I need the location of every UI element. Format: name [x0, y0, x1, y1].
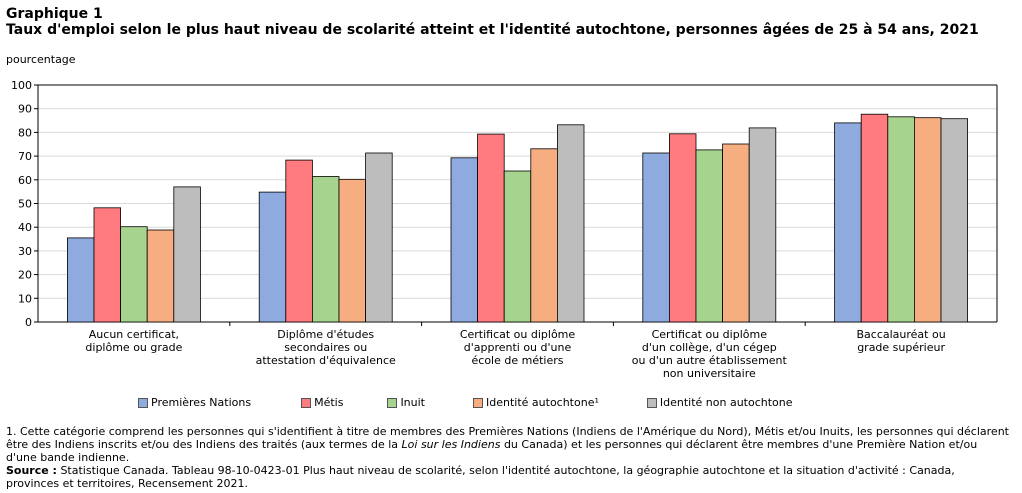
- chart-number: Graphique 1: [6, 6, 103, 22]
- bar: [173, 186, 201, 323]
- source-note: Source : Statistique Canada. Tableau 98-…: [6, 464, 955, 490]
- y-tick-label: 30: [18, 245, 32, 258]
- bar: [503, 170, 532, 323]
- bar: [530, 148, 558, 323]
- bar: [887, 116, 915, 323]
- legend-swatch: [301, 397, 312, 408]
- bar: [477, 133, 505, 323]
- legend-label: Identité non autochtone: [659, 396, 793, 409]
- legend-swatch: [473, 397, 483, 408]
- bar: [120, 226, 148, 323]
- bar: [940, 118, 969, 323]
- bar: [93, 207, 122, 323]
- bar: [67, 237, 95, 323]
- y-tick-label: 60: [18, 174, 32, 187]
- legend-label: Identité autochtone¹: [486, 396, 599, 409]
- legend: Premières Nations Métis Inuit Identité auto…: [138, 396, 793, 409]
- bar: [860, 113, 889, 323]
- legend-label: Premières Nations: [151, 396, 252, 409]
- legend-swatch: [138, 397, 148, 408]
- y-tick-label: 50: [18, 198, 32, 211]
- legend-label: Inuit: [400, 396, 425, 409]
- bar: [146, 229, 175, 323]
- bar: [914, 117, 942, 323]
- bar: [311, 176, 340, 323]
- bar: [642, 152, 670, 323]
- footnotes: 1. Cette catégorie comprend les personne…: [6, 425, 1011, 490]
- legend-item: Premières Nations: [138, 396, 251, 409]
- chart-heading: Taux d'emploi selon le plus haut niveau …: [6, 22, 979, 38]
- y-tick-label: 10: [18, 292, 32, 305]
- bar: [695, 149, 724, 323]
- footnote-1: 1. Cette catégorie comprend les personne…: [6, 425, 1009, 464]
- bar: [258, 191, 287, 323]
- bar: [450, 157, 479, 323]
- legend-swatch: [387, 397, 398, 408]
- bar: [338, 178, 367, 323]
- legend-item: Inuit: [387, 396, 425, 409]
- bar: [722, 143, 750, 323]
- bar: [669, 133, 697, 323]
- category-label: Baccalauréat ou grade supérieur: [856, 328, 945, 354]
- bar: [834, 122, 862, 323]
- y-tick-label: 0: [25, 316, 32, 329]
- legend-swatch: [646, 397, 657, 408]
- y-tick-label: 20: [18, 269, 32, 282]
- legend-item: Identité non autochtone: [646, 396, 793, 409]
- bar: [557, 124, 585, 323]
- y-tick-label: 100: [11, 79, 32, 92]
- chart-title: Graphique 1 Taux d'emploi selon le plus …: [6, 6, 979, 39]
- legend-item: Identité autochtone¹: [473, 396, 599, 409]
- category-label: Certificat ou diplôme d'un collège, d'un …: [632, 328, 788, 380]
- bar: [748, 127, 777, 323]
- y-tick-label: 90: [18, 103, 32, 116]
- category-label: Aucun certificat, diplôme ou grade: [85, 328, 182, 354]
- y-tick-label: 70: [18, 150, 32, 163]
- legend-item: Métis: [301, 396, 343, 409]
- y-tick-label: 80: [18, 126, 32, 139]
- bar: [365, 152, 393, 323]
- category-label: Diplôme d'études secondaires ou attestatio…: [256, 328, 396, 367]
- y-tick-label: 40: [18, 221, 32, 234]
- legend-label: Métis: [314, 396, 344, 409]
- bar: [285, 159, 313, 323]
- category-label: Certificat ou diplôme d'apprenti ou d'une…: [460, 328, 576, 367]
- y-axis-unit: pourcentage: [6, 53, 76, 66]
